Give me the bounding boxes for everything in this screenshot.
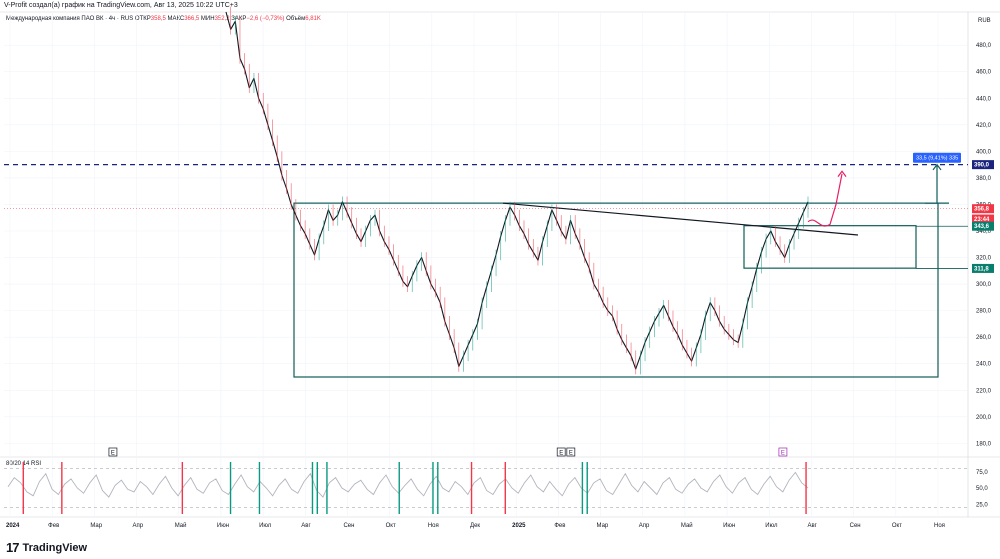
price-tick-label: 200,0 <box>976 415 992 421</box>
price-label: 356,8 <box>974 207 990 213</box>
price-label-bg <box>972 263 994 273</box>
price-label: 23:44 <box>974 217 990 223</box>
rsi-tick-label: 25,0 <box>976 502 988 508</box>
price-tick-label: 300,0 <box>976 282 992 288</box>
price-series-line <box>225 11 809 370</box>
event-marker: E <box>559 451 563 457</box>
time-tick-label: Мар <box>90 523 102 529</box>
time-tick-label: Май <box>681 522 693 529</box>
price-tick-label: 340,0 <box>976 229 992 235</box>
projection-arrowhead <box>837 170 847 177</box>
time-tick-label: 2024 <box>6 523 20 529</box>
event-marker-box <box>108 447 118 457</box>
volume-label: Объём <box>286 16 306 22</box>
time-tick-label: Дек <box>470 523 480 529</box>
measure-label: 33,5 (9,41%) 335 <box>916 156 958 162</box>
price-tick-label: 260,0 <box>976 335 992 341</box>
price-tick-label: 460,0 <box>976 70 992 76</box>
price-tick-label: 240,0 <box>976 362 992 368</box>
symbol-legend[interactable]: Международная компания ПАО ВК · 4ч · RUS… <box>6 16 321 22</box>
event-marker: E <box>569 451 573 457</box>
brand-name: TradingView <box>22 541 88 554</box>
rsi-tick-label: 50,0 <box>976 486 988 492</box>
open-value: 358,5 <box>150 16 166 22</box>
time-tick-label: Окт <box>386 523 396 529</box>
time-tick-label: Фев <box>554 523 565 529</box>
price-tick-label: 320,0 <box>976 256 992 262</box>
author-line: V-Profit создал(а) график на TradingView… <box>4 2 238 9</box>
high-label: МАКС <box>167 16 185 22</box>
range-box-large <box>293 202 939 378</box>
time-tick-label: Окт <box>892 523 902 529</box>
event-marker-box <box>778 447 788 457</box>
rsi-line <box>7 471 809 498</box>
price-label: 390,0 <box>974 163 990 169</box>
price-tick-label: 420,0 <box>976 123 992 129</box>
price-tick-label: 220,0 <box>976 388 992 394</box>
time-tick-label: Авг <box>807 523 817 529</box>
low-value: 352,2 <box>214 16 230 22</box>
low-label: МИН <box>200 16 215 22</box>
time-tick-label: 2025 <box>512 523 526 529</box>
price-tick-label: 440,0 <box>976 96 992 102</box>
symbol-name: Международная компания ПАО ВК · 4ч · RUS <box>6 16 134 22</box>
tradingview-mark-icon: 17 <box>6 540 20 555</box>
price-tick-label: 480,0 <box>976 43 992 49</box>
event-marker-box <box>566 447 576 457</box>
time-tick-label: Сен <box>850 523 861 529</box>
price-label-bg <box>972 221 994 231</box>
time-tick-label: Фев <box>48 523 59 529</box>
time-tick-label: Май <box>175 522 187 529</box>
price-tick-label: 400,0 <box>976 149 992 155</box>
volume-value: 6,81K <box>305 16 321 22</box>
price-label-bg <box>972 214 994 224</box>
price-tick-label: 180,0 <box>976 441 992 447</box>
measure-arrowhead <box>932 163 942 171</box>
price-label: 343,6 <box>974 224 990 230</box>
price-tick-label: 380,0 <box>976 176 992 182</box>
event-marker: E <box>111 451 115 457</box>
event-marker-box <box>556 447 566 457</box>
consolidation-box <box>743 225 917 269</box>
price-label-bg <box>972 160 994 170</box>
time-tick-label: Апр <box>133 523 144 529</box>
event-marker: E <box>781 451 785 457</box>
measure-label-bg <box>913 152 961 163</box>
rsi-tick-label: 75,0 <box>976 470 988 476</box>
time-tick-label: Апр <box>639 523 650 529</box>
time-tick-label: Июн <box>217 523 229 529</box>
time-tick-label: Сен <box>343 523 354 529</box>
tradingview-logo[interactable]: 17 TradingView <box>6 540 87 555</box>
time-tick-label: Июл <box>765 523 778 529</box>
projection-path <box>807 173 843 227</box>
price-label: 311,8 <box>974 266 989 272</box>
close-label: ЗАКР <box>231 16 247 22</box>
time-tick-label: Июн <box>723 523 735 529</box>
time-tick-label: Ноя <box>428 523 439 529</box>
price-label-bg <box>972 204 994 214</box>
time-tick-label: Мар <box>597 523 609 529</box>
close-value: −2,6 (−0,73%) <box>246 16 285 22</box>
time-tick-label: Ноя <box>934 523 945 529</box>
time-tick-label: Авг <box>301 523 311 529</box>
high-value: 366,5 <box>184 16 200 22</box>
currency-label: RUB <box>978 18 991 24</box>
open-label: ОТКР <box>134 16 151 22</box>
time-tick-label: Июл <box>259 523 272 529</box>
price-tick-label: 280,0 <box>976 309 992 315</box>
